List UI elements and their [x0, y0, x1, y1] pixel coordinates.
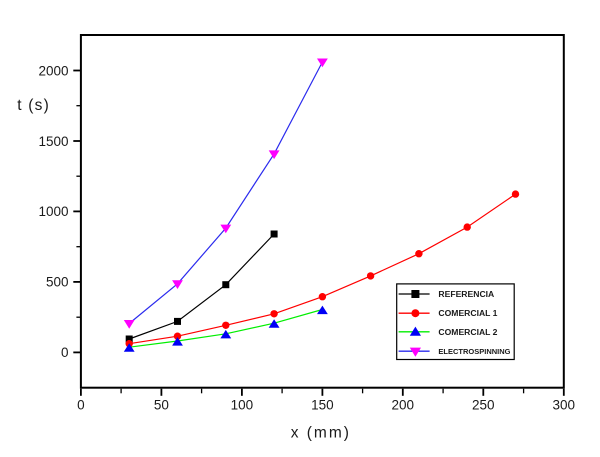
svg-text:ELECTROSPINNING: ELECTROSPINNING: [438, 347, 510, 356]
svg-text:2000: 2000: [38, 63, 68, 78]
svg-text:50: 50: [154, 398, 169, 413]
svg-text:1000: 1000: [38, 204, 68, 219]
svg-text:300: 300: [553, 398, 576, 413]
svg-text:250: 250: [472, 398, 495, 413]
svg-text:t (s): t (s): [17, 97, 50, 114]
svg-text:0: 0: [61, 345, 69, 360]
svg-text:x (mm): x (mm): [291, 425, 351, 442]
svg-text:1500: 1500: [38, 134, 68, 149]
svg-text:COMERCIAL 1: COMERCIAL 1: [438, 308, 497, 318]
svg-text:0: 0: [77, 398, 85, 413]
svg-text:COMERCIAL 2: COMERCIAL 2: [438, 327, 497, 337]
svg-text:500: 500: [46, 275, 69, 290]
svg-text:200: 200: [392, 398, 415, 413]
svg-text:REFERENCIA: REFERENCIA: [438, 289, 494, 299]
svg-text:150: 150: [311, 398, 334, 413]
svg-text:100: 100: [231, 398, 254, 413]
